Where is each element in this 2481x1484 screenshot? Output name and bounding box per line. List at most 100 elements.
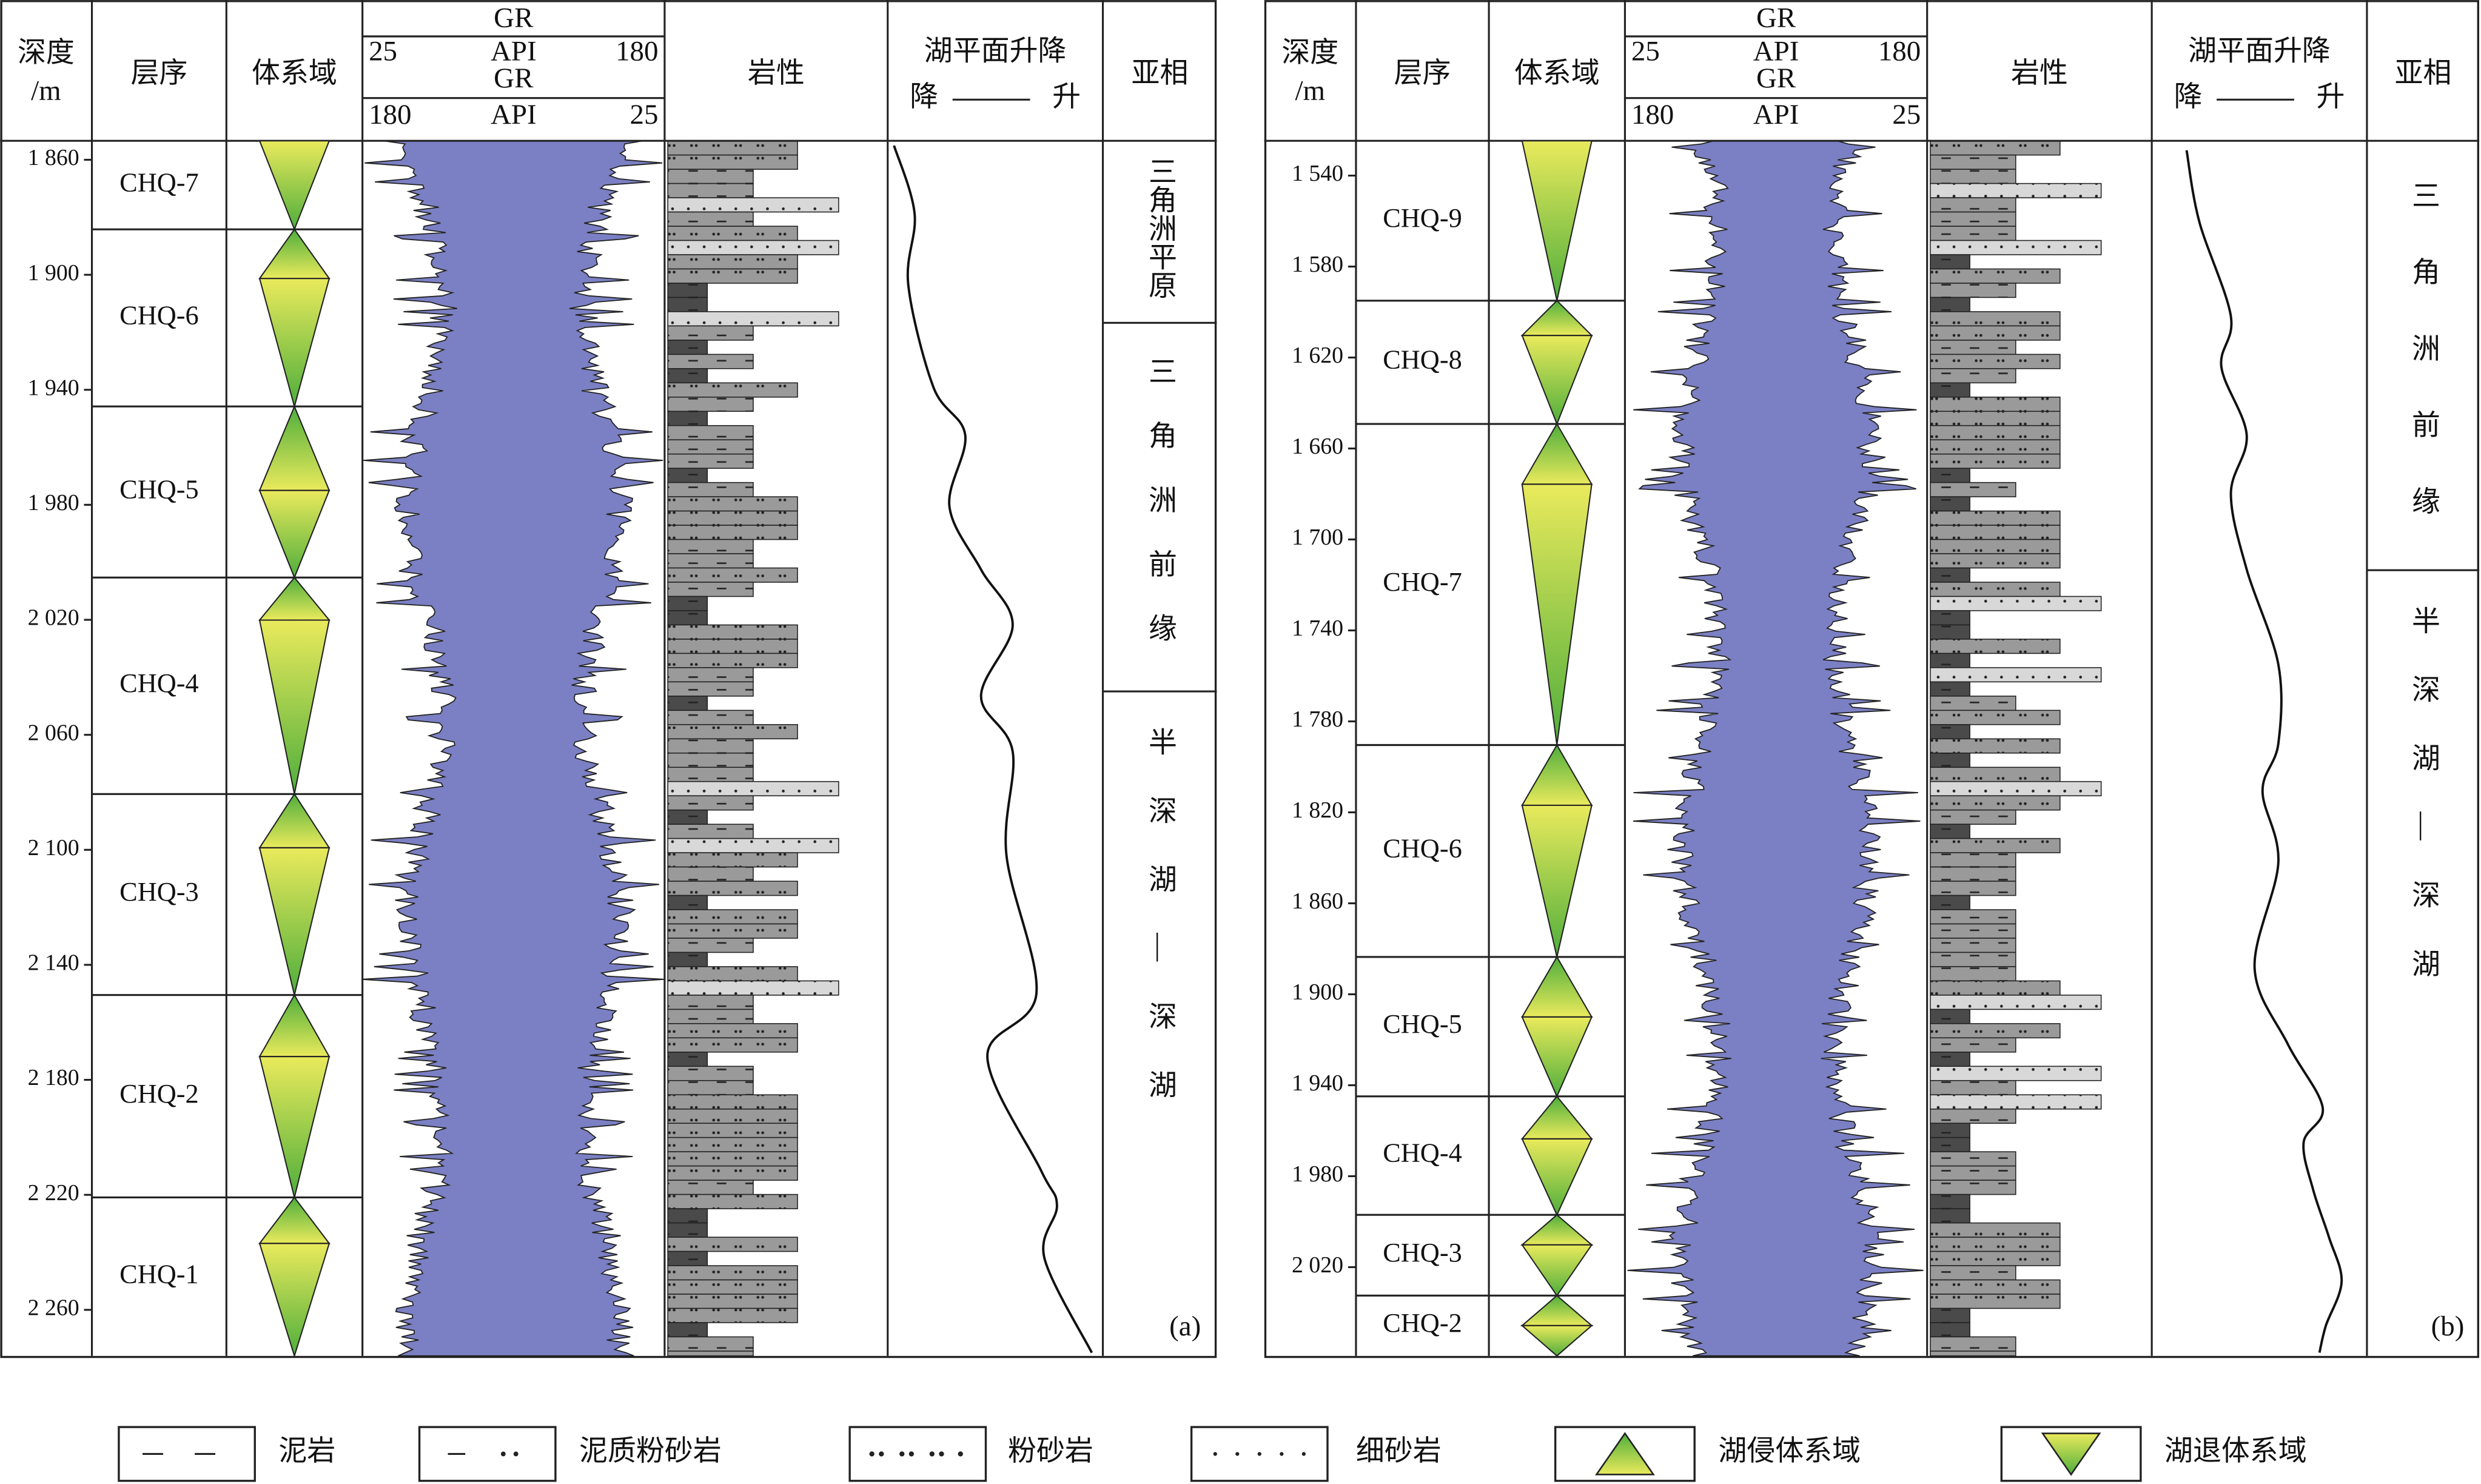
sequence-label: CHQ-7	[119, 167, 199, 197]
lithology-pattern	[668, 255, 798, 269]
lithology-pattern	[668, 368, 708, 383]
transgressive-tract	[258, 793, 331, 849]
depth-tick-label: 1 660	[1292, 434, 1343, 459]
lithology-pattern	[668, 511, 798, 526]
lithology-pattern	[1930, 155, 2016, 170]
lithology-pattern	[1930, 639, 2060, 654]
lithology-pattern	[668, 824, 754, 839]
depth-tick-label: 2 140	[28, 950, 79, 976]
lithology-pattern	[1930, 767, 2060, 782]
lithology-pattern	[668, 1152, 798, 1166]
header: 深度	[1281, 37, 1338, 69]
lithology-pattern	[1930, 1308, 1970, 1323]
lithology-pattern	[668, 454, 754, 469]
lithology-pattern	[668, 1351, 754, 1356]
lithology-pattern	[668, 155, 798, 170]
lithology-pattern	[1930, 739, 2060, 753]
lithology-pattern	[668, 1066, 754, 1081]
lithology-pattern	[668, 425, 754, 440]
sequence-label: CHQ-4	[1383, 1138, 1462, 1168]
header: 升	[1052, 81, 1081, 113]
regressive-tract	[258, 619, 331, 794]
lithology-pattern	[668, 682, 754, 696]
panel-label: (a)	[1169, 1311, 1201, 1342]
lithology-pattern	[668, 596, 708, 611]
lithology-pattern	[1930, 924, 2016, 938]
lithology-pattern	[1930, 753, 1970, 768]
transgressive-tract	[1520, 300, 1594, 337]
lithology-pattern	[668, 853, 798, 867]
legend-box	[118, 1426, 256, 1482]
header: 体系域	[252, 58, 337, 89]
lithology-pattern	[1930, 311, 2060, 326]
lithology-pattern	[1930, 881, 2016, 896]
subfacies-label: 半深湖—深湖	[1144, 727, 1176, 1138]
lithology-pattern	[1930, 682, 1970, 696]
header: 岩性	[748, 58, 805, 89]
lithology-pattern	[668, 1080, 754, 1095]
lithology-pattern	[1930, 212, 2016, 227]
lithology-pattern	[668, 297, 708, 312]
lithology-pattern	[1930, 938, 2016, 953]
lithology-pattern	[668, 966, 798, 981]
legend-label: 湖侵体系域	[1718, 1435, 1861, 1467]
lithology-pattern	[668, 1237, 798, 1252]
lithology-pattern	[668, 212, 754, 227]
header: 亚相	[2395, 58, 2452, 89]
depth-tick-label: 1 980	[28, 490, 79, 515]
header: GR	[1756, 2, 1796, 34]
legend-symbol	[1594, 1432, 1655, 1476]
lithology-pattern	[1930, 596, 2101, 611]
subfacies-label: 半深湖—深湖	[2408, 606, 2440, 1017]
lithology-pattern	[668, 895, 708, 910]
sequence-label: CHQ-5	[119, 474, 199, 504]
lithology-pattern	[668, 1109, 798, 1124]
sequence-label: CHQ-6	[119, 300, 199, 330]
lithology-pattern	[668, 810, 708, 825]
lithology-pattern	[668, 653, 798, 668]
lithology-pattern	[1930, 1095, 2101, 1109]
lithology-pattern	[668, 397, 754, 412]
header: /m	[31, 75, 61, 107]
header: 深度	[18, 37, 75, 69]
depth-tick-label: 1 900	[1292, 979, 1343, 1005]
subfacies-label: 三角洲平原	[1144, 156, 1176, 299]
header: /m	[1295, 75, 1326, 107]
lithology-pattern	[1930, 425, 2060, 440]
depth-tick-label: 1 620	[1292, 343, 1343, 368]
regressive-tract	[258, 847, 331, 995]
lithology-pattern	[668, 796, 754, 810]
lithology-pattern	[668, 539, 754, 554]
lithology-pattern	[1930, 1251, 2060, 1266]
lithology-pattern	[1930, 511, 2060, 526]
lithology-pattern	[1930, 411, 2060, 426]
legend-box	[418, 1426, 557, 1482]
lithology-pattern	[1930, 1137, 1970, 1152]
header: API	[1753, 35, 1799, 67]
legend-box	[848, 1426, 987, 1482]
lithology-pattern	[668, 610, 708, 625]
lithology-pattern	[668, 1194, 798, 1209]
lithology-pattern	[668, 753, 754, 768]
panel-frame	[1264, 0, 2480, 1358]
lithology-pattern	[1930, 383, 1970, 397]
gr-curve	[361, 140, 664, 1357]
lithology-pattern	[668, 226, 798, 241]
legend-label: 湖退体系域	[2164, 1435, 2307, 1467]
lithology-pattern	[668, 667, 754, 682]
depth-tick-label: 1 980	[1292, 1161, 1343, 1187]
lithology-pattern	[1930, 1180, 2016, 1195]
lithology-pattern	[1930, 838, 2060, 853]
lithology-pattern	[1930, 1052, 1970, 1067]
lithology-pattern	[668, 910, 798, 924]
lithology-pattern	[668, 1052, 708, 1067]
sequence-label: CHQ-2	[1383, 1308, 1462, 1338]
regressive-tract	[1521, 335, 1593, 426]
depth-tick-label: 1 900	[28, 260, 79, 286]
lithology-pattern	[668, 724, 798, 739]
lithology-pattern	[668, 1337, 754, 1351]
legend-symbol	[513, 1451, 519, 1457]
lithology-pattern	[668, 1023, 798, 1038]
sequence-label: CHQ-1	[119, 1258, 199, 1289]
